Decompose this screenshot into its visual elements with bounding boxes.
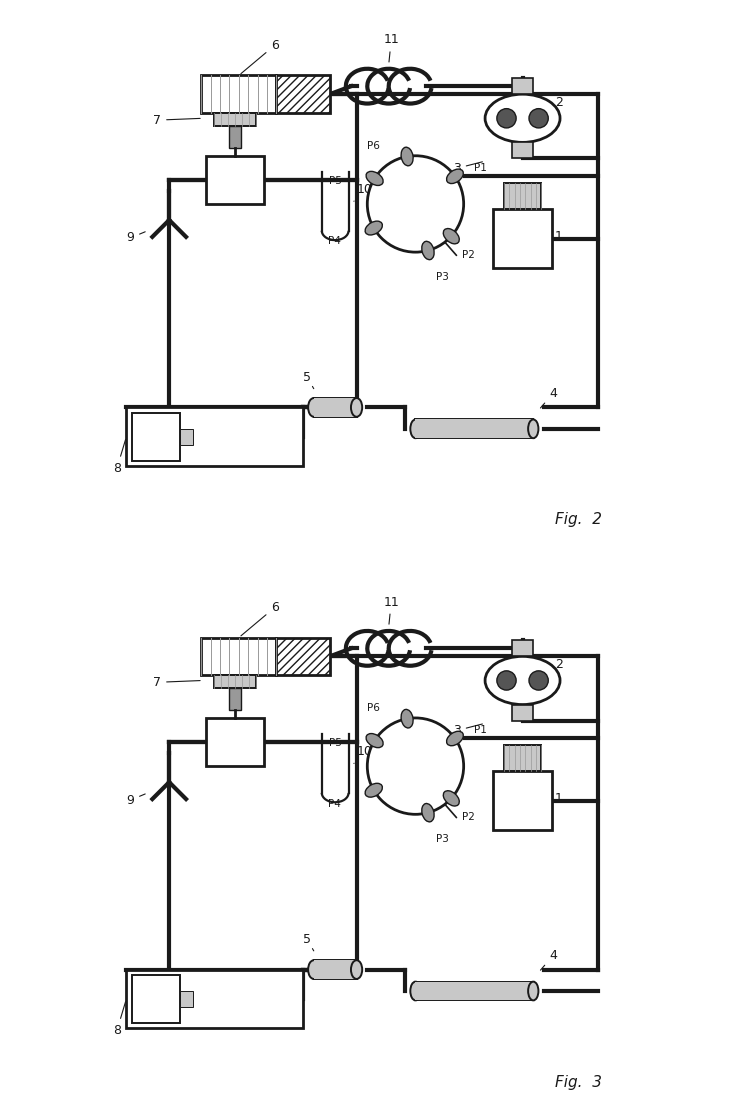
Bar [314,398,357,417]
Ellipse shape [351,960,362,979]
Bar [512,78,533,94]
Bar [503,745,541,772]
Bar [512,704,533,720]
Text: P5: P5 [329,176,342,186]
Text: 4: 4 [541,949,557,970]
Text: 4: 4 [541,386,557,408]
Ellipse shape [308,398,319,417]
Text: P4: P4 [328,236,341,246]
Text: 1: 1 [555,230,562,243]
Text: 2: 2 [555,95,562,109]
Bar [276,637,330,675]
Ellipse shape [485,656,560,704]
Bar [206,718,265,766]
Bar [512,142,533,158]
Text: 1: 1 [555,792,562,805]
Circle shape [529,671,548,690]
Ellipse shape [528,420,538,438]
Text: 10: 10 [354,184,373,202]
Bar [493,772,552,830]
Ellipse shape [366,171,383,186]
Text: P2: P2 [462,812,475,822]
Bar [201,75,276,113]
Bar [503,183,541,209]
Bar [214,675,256,689]
Ellipse shape [365,221,383,235]
Bar [512,641,533,656]
Text: 8: 8 [113,1001,125,1037]
Text: 3: 3 [453,161,482,175]
Ellipse shape [365,783,383,797]
Bar [180,991,194,1007]
Text: 7: 7 [153,675,200,689]
Circle shape [367,156,463,252]
Ellipse shape [422,803,434,822]
Text: 9: 9 [126,794,145,806]
Text: P5: P5 [329,738,342,748]
Text: 7: 7 [153,113,200,127]
Text: P4: P4 [328,799,341,809]
Bar [206,156,265,204]
Bar [493,209,552,268]
Text: 5: 5 [303,371,314,389]
Bar [276,75,330,113]
Bar [314,960,357,979]
Ellipse shape [443,791,460,806]
Bar [416,981,533,1000]
Ellipse shape [447,731,463,746]
Bar [132,974,180,1024]
Ellipse shape [447,169,463,184]
Ellipse shape [528,981,538,1000]
Text: P3: P3 [436,272,449,282]
Bar [214,113,256,127]
Text: 3: 3 [453,724,482,737]
Bar [126,970,303,1028]
Circle shape [367,718,463,814]
Text: 2: 2 [555,657,562,671]
Text: P2: P2 [462,250,475,260]
Bar [180,429,194,445]
Circle shape [497,671,516,690]
Bar [201,637,276,675]
Bar [416,420,533,438]
Ellipse shape [411,420,420,438]
Text: 8: 8 [113,439,125,475]
Circle shape [497,109,516,128]
Text: 11: 11 [383,596,399,624]
Ellipse shape [422,241,434,260]
Ellipse shape [401,147,413,166]
Text: Fig.  2: Fig. 2 [555,512,602,528]
Ellipse shape [401,709,413,728]
Text: 10: 10 [354,746,373,764]
Text: 6: 6 [241,600,279,636]
Text: 9: 9 [126,232,145,244]
Bar [126,408,303,466]
Ellipse shape [411,981,420,1000]
Text: 11: 11 [383,34,399,62]
Text: P6: P6 [367,141,380,151]
Text: 6: 6 [241,39,279,74]
Text: P3: P3 [436,834,449,844]
Bar [228,127,241,148]
Text: P1: P1 [474,164,487,174]
Bar [228,689,241,710]
Text: Fig.  3: Fig. 3 [555,1074,602,1090]
Ellipse shape [485,94,560,142]
Bar [132,413,180,461]
Text: P6: P6 [367,703,380,713]
Ellipse shape [443,228,460,244]
Ellipse shape [351,398,362,417]
Text: P1: P1 [474,726,487,736]
Ellipse shape [366,734,383,748]
Text: 5: 5 [303,933,314,951]
Circle shape [529,109,548,128]
Ellipse shape [308,960,319,979]
